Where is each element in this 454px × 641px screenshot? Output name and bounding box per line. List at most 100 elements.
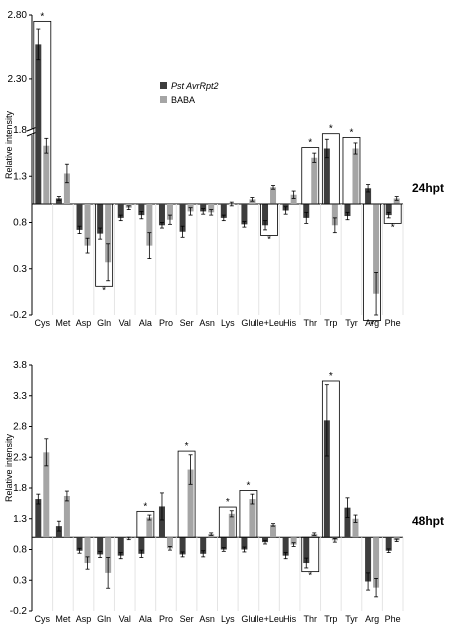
baba-bar-met [63, 173, 70, 204]
category-label: Cys [35, 614, 51, 624]
pst-bar-cys [35, 44, 42, 205]
pst-bar-asn [200, 537, 207, 554]
significance-asterisk: * [267, 234, 271, 245]
baba-bar-phe [393, 198, 400, 204]
category-label: Met [55, 318, 71, 328]
significance-bracket [33, 20, 52, 205]
category-label: Asp [76, 614, 92, 624]
baba-bar-gln [105, 537, 112, 573]
significance-bracket [301, 536, 320, 573]
legend-swatch [160, 82, 167, 89]
pst-bar-val [117, 537, 124, 556]
baba-bar-ser [187, 469, 194, 538]
y-axis-label: Relative intensity [4, 110, 14, 179]
panel-48hpt: -0.2 0.3 0.8 1.3 1.8 2.3 2.8 3.3 3.8 Relative int… [4, 360, 444, 624]
baba-bar-ala [146, 517, 153, 538]
pst-bar-ala [138, 204, 145, 216]
y-tick-label: 0.3 [13, 264, 27, 275]
significance-asterisk: * [329, 124, 333, 135]
significance-asterisk: * [391, 222, 395, 233]
baba-bar-ileleu [270, 187, 277, 204]
pst-bar-glu [241, 537, 248, 550]
pst-bar-arg [365, 188, 372, 204]
category-label: Val [119, 318, 131, 328]
significance-asterisk: * [308, 571, 312, 582]
pst-bar-asn [200, 204, 207, 212]
category-label: Ser [180, 318, 194, 328]
pst-bar-arg [365, 537, 372, 582]
significance-bracket [136, 510, 155, 538]
legend-label: BABA [171, 95, 195, 105]
y-tick-label: 0.3 [13, 575, 27, 586]
baba-bar-asp [84, 537, 91, 564]
category-label: Cys [35, 318, 51, 328]
pst-bar-trp [323, 148, 330, 204]
axis-break-gap [28, 129, 36, 135]
legend-label: Pst AvrRpt2 [171, 81, 219, 91]
y-tick-label: 0.8 [13, 218, 27, 229]
baba-bar-glu [249, 499, 256, 538]
significance-asterisk: * [143, 501, 147, 512]
pst-bar-his [282, 537, 289, 556]
category-label: Thr [304, 318, 318, 328]
baba-bar-met [63, 495, 70, 538]
category-label: Tyr [345, 614, 358, 624]
category-label: Lys [221, 614, 235, 624]
y-tick-label: -0.2 [10, 606, 28, 617]
significance-bracket [260, 203, 278, 236]
pst-bar-trp [323, 420, 330, 538]
pst-bar-thr [303, 204, 310, 218]
category-label: Arg [365, 614, 379, 624]
time-point-label: 24hpt [412, 181, 444, 195]
category-label: Glu [241, 318, 255, 328]
pst-bar-phe [385, 537, 392, 551]
significance-bracket [321, 133, 340, 205]
baba-bar-his [290, 537, 297, 545]
significance-asterisk: * [329, 371, 333, 382]
significance-asterisk: * [370, 320, 374, 331]
pst-bar-gln [97, 537, 104, 555]
baba-bar-arg [373, 204, 380, 294]
pst-bar-lys [220, 204, 227, 218]
baba-bar-cys [43, 452, 50, 538]
significance-bracket [239, 490, 258, 538]
significance-bracket [301, 147, 320, 205]
category-label: Asn [199, 614, 215, 624]
category-label: Trp [324, 318, 337, 328]
significance-bracket [95, 203, 114, 287]
y-tick-label: 1.8 [13, 125, 27, 136]
significance-bracket [218, 506, 237, 538]
baba-bar-pro [166, 537, 173, 549]
baba-bar-asp [84, 204, 91, 246]
category-label: Pro [159, 318, 173, 328]
y-tick-label: -0.2 [10, 310, 28, 321]
category-label: Ile+Leu [254, 614, 284, 624]
pst-bar-thr [303, 537, 310, 564]
baba-bar-arg [373, 537, 380, 588]
significance-asterisk: * [246, 480, 250, 491]
significance-bracket [321, 380, 340, 538]
category-label: Tyr [345, 318, 358, 328]
pst-bar-ileleu [262, 204, 269, 226]
baba-bar-lys [228, 513, 235, 538]
category-label: Thr [304, 614, 318, 624]
y-tick-label: 1.3 [13, 171, 27, 182]
y-tick-label: 3.3 [13, 391, 27, 402]
y-tick-label: 2.8 [13, 422, 27, 433]
y-tick-label: 0.8 [13, 545, 27, 556]
significance-bracket [363, 203, 381, 321]
significance-asterisk: * [185, 441, 189, 452]
category-label: Asp [76, 318, 92, 328]
baba-bar-gln [105, 204, 112, 263]
category-label: His [283, 614, 296, 624]
category-label: Met [55, 614, 71, 624]
category-label: Arg [365, 318, 379, 328]
category-label: Glu [241, 614, 255, 624]
time-point-label: 48hpt [412, 514, 444, 528]
category-label: Trp [324, 614, 337, 624]
pst-bar-gln [97, 204, 104, 234]
pst-bar-met [55, 198, 62, 204]
baba-bar-his [290, 194, 297, 204]
y-tick-label: 2.3 [13, 452, 27, 463]
significance-bracket [383, 203, 402, 224]
